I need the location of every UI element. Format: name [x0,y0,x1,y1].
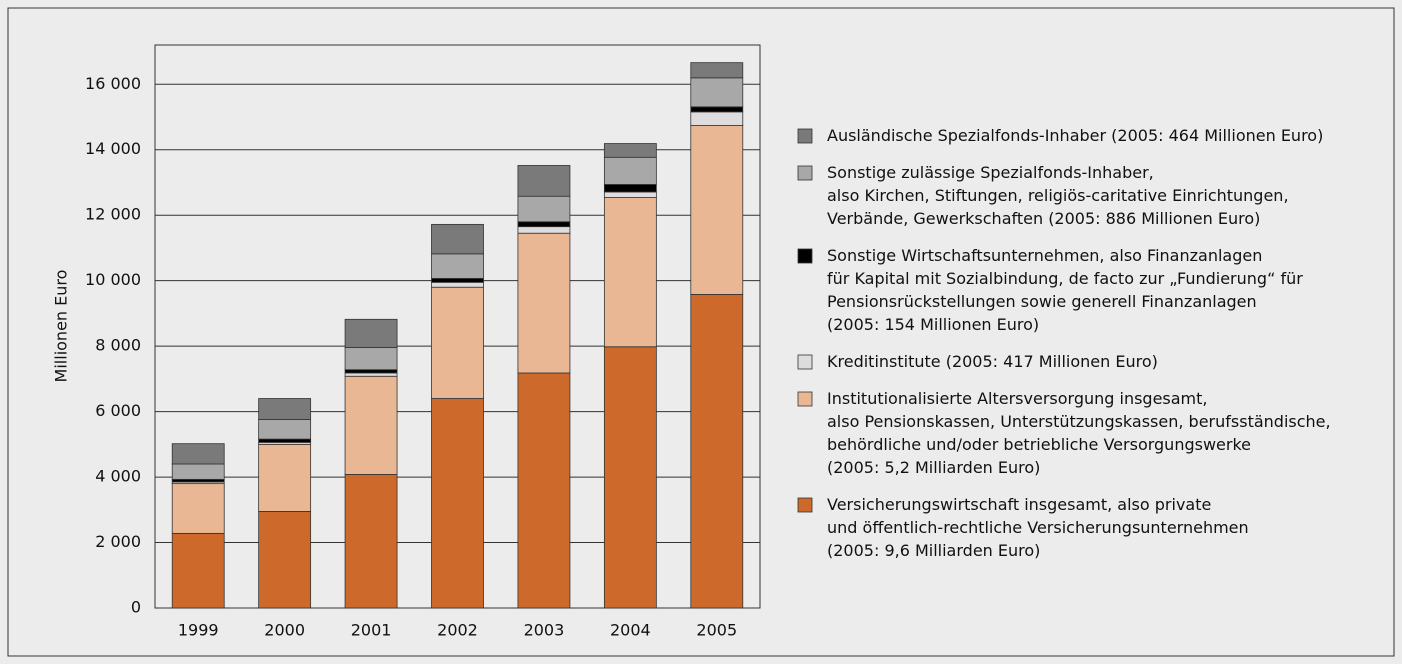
y-axis-label: Millionen Euro [52,270,71,383]
x-tick-label: 2004 [610,621,651,640]
bar-segment [344,474,398,609]
x-tick-label: 2000 [264,621,305,640]
bar-segment [603,197,657,348]
y-tick-label: 0 [131,598,141,617]
bar-segment [431,281,484,288]
bar-segment [431,398,484,609]
bar-segment [171,483,225,534]
bar-segment [690,62,744,79]
y-tick-label: 14 000 [85,139,141,158]
x-tick-label: 2002 [437,621,478,640]
bar-segment [517,195,571,223]
legend-swatch [797,248,813,264]
bar-segment [603,346,657,609]
bar-segment [690,294,744,609]
legend-label: Sonstige zulässige Spezialfonds-Inhaber,… [827,163,1289,228]
bar-segment [171,463,225,480]
y-tick-label: 8 000 [95,336,141,355]
bar-segment [431,253,484,279]
legend-label: Versicherungswirtschaft insgesamt, also … [827,495,1249,560]
legend-label: Ausländische Spezialfonds-Inhaber (2005:… [827,126,1323,145]
bar-segment [690,125,744,295]
bar-segment [690,77,744,108]
bar-segment [344,369,398,374]
bar-segment [258,438,312,443]
bar-segment [171,443,225,465]
x-tick-label: 2003 [524,621,565,640]
bar-segment [603,156,657,185]
x-tick-label: 2001 [351,621,392,640]
x-tick-label: 1999 [178,621,219,640]
bar-segment [344,347,398,371]
bar-segment [431,223,484,255]
bar-segment [603,191,657,198]
bar-segment [690,106,744,113]
bar-segment [431,286,484,399]
bar-segment [344,372,398,377]
bar-segment [258,398,312,420]
x-tick-label: 2005 [696,621,737,640]
bar-segment [344,375,398,475]
y-tick-label: 6 000 [95,401,141,420]
legend-label: Kreditinstitute (2005: 417 Millionen Eur… [827,352,1158,371]
bar-segment [517,232,571,374]
legend-label: Institutionalisierte Altersversorgung in… [827,389,1331,477]
bar-segment [603,184,657,193]
bar-segment [258,511,312,609]
bar-segment [258,419,312,440]
y-tick-label: 16 000 [85,74,141,93]
legend-swatch [797,497,813,513]
y-tick-label: 2 000 [95,532,141,551]
y-tick-label: 10 000 [85,270,141,289]
bar-segment [344,318,398,348]
legend-swatch [797,165,813,181]
bar-segment [517,372,571,609]
y-tick-label: 12 000 [85,205,141,224]
legend-swatch [797,391,813,407]
legend-swatch [797,354,813,370]
bar-segment [517,221,571,228]
legend-swatch [797,128,813,144]
bar-segment [603,143,657,158]
bar-segment [517,165,571,197]
bar-segment [690,111,744,126]
bar-segment [258,443,312,512]
y-tick-label: 4 000 [95,467,141,486]
legend-label: Sonstige Wirtschaftsunternehmen, also Fi… [827,246,1303,334]
bar-segment [431,277,484,283]
bar-segment [171,532,225,609]
bar-segment [517,226,571,234]
